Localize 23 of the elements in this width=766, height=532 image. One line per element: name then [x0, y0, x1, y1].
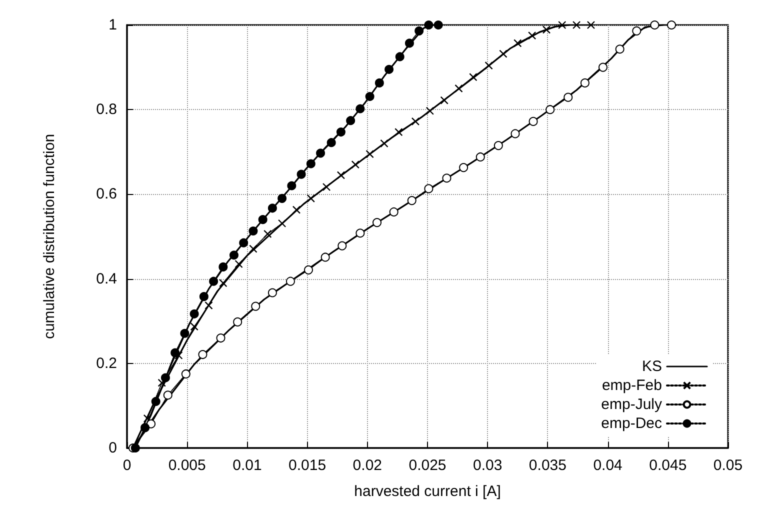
x-tick-label: 0.04 — [593, 457, 622, 474]
x-tick-label: 0.05 — [713, 457, 743, 474]
x-tick-label: 0.035 — [528, 457, 566, 474]
y-tick-label: 0 — [108, 440, 117, 456]
x-tick-label: 0.01 — [232, 457, 262, 474]
legend-label: emp-Feb — [602, 377, 662, 394]
y-tick-label: 0.6 — [96, 186, 117, 203]
x-tick-label: 0.005 — [168, 457, 206, 474]
x-tick-label: 0.025 — [408, 457, 446, 474]
y-tick-label: 0.2 — [96, 354, 117, 372]
x-tick-label: 0 — [122, 457, 132, 474]
y-tick-label: 0.8 — [96, 101, 117, 118]
x-tick-label: 0.015 — [288, 457, 326, 474]
legend-label: emp-Dec — [601, 415, 662, 432]
x-axis-title: harvested current i [A] — [354, 483, 501, 500]
y-tick-label: 1 — [108, 16, 117, 34]
legend-label: emp-July — [601, 396, 662, 413]
legend-label: KS — [642, 358, 662, 375]
y-tick-label: 0.4 — [96, 270, 117, 288]
x-tick-label: 0.045 — [649, 457, 687, 474]
x-tick-label: 0.02 — [352, 457, 382, 474]
y-axis-title: cumulative distribution function — [41, 134, 58, 340]
x-tick-label: 0.03 — [473, 457, 502, 474]
